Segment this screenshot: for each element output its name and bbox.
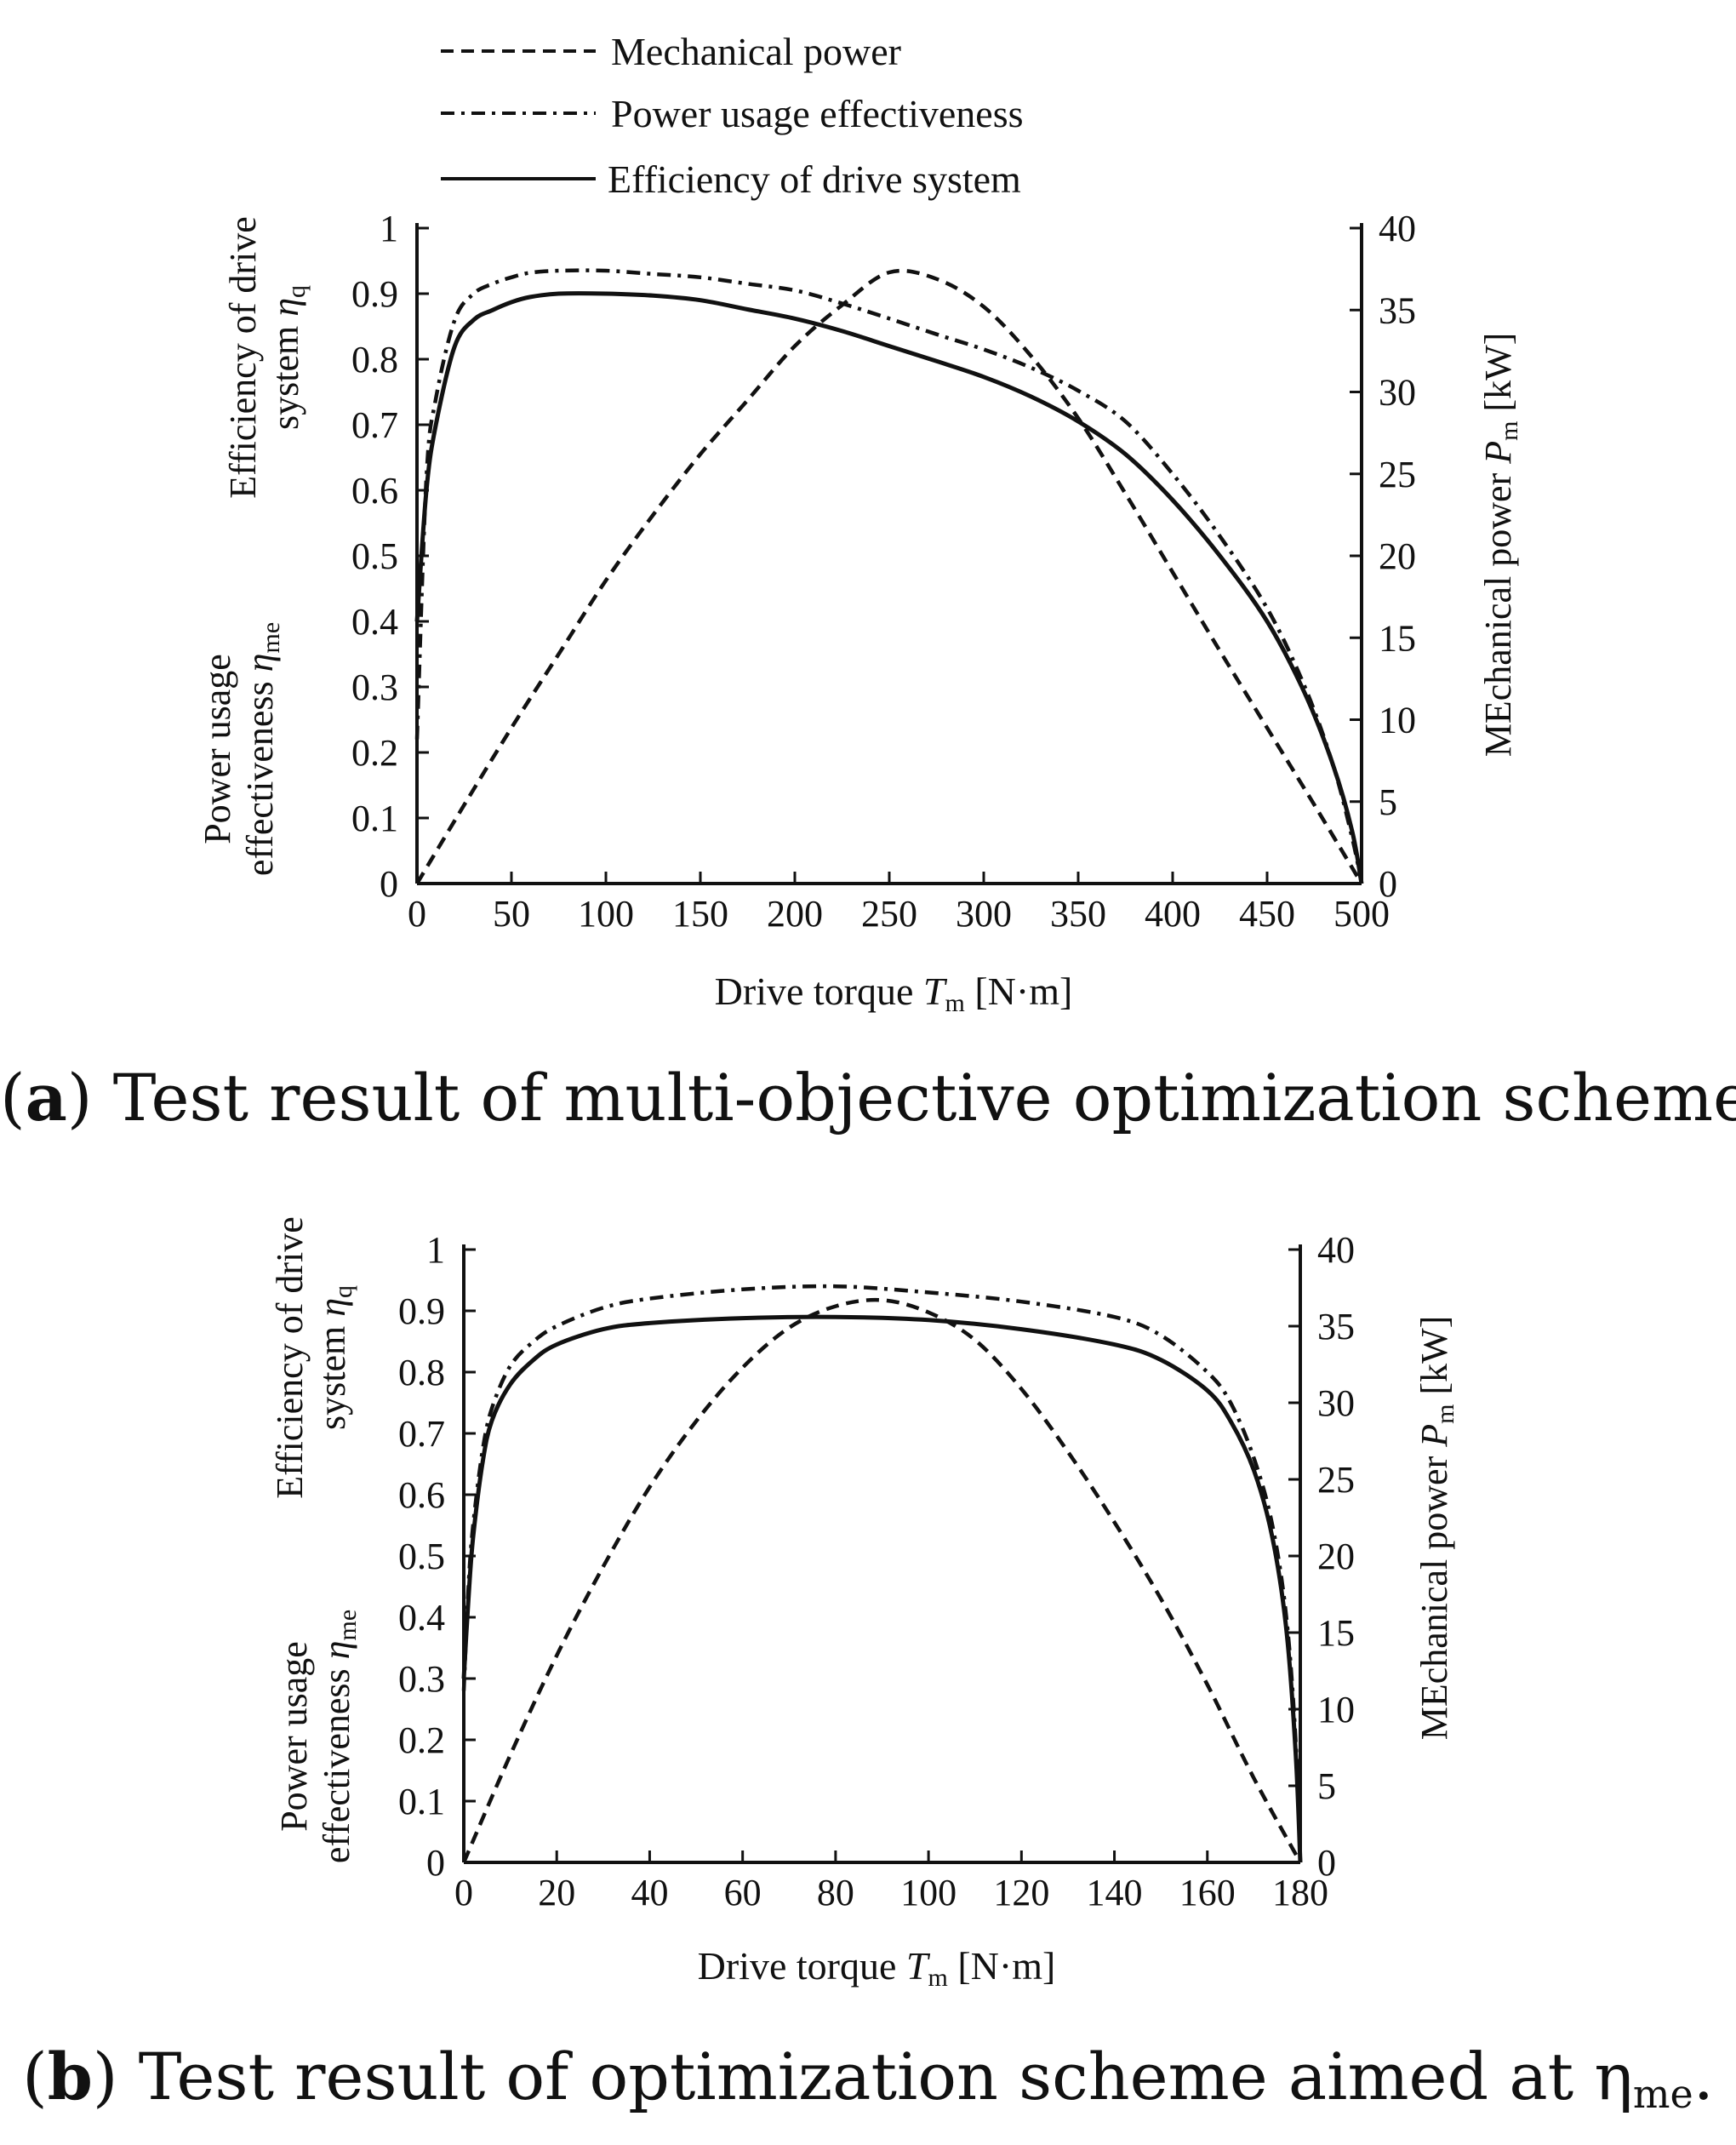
series-mechanical-power-line: [461, 1297, 1302, 1864]
y-left-tick-label: 0.9: [351, 273, 398, 315]
y-left-tick-label: 0.2: [351, 732, 398, 774]
x-tick-label: 0: [454, 1872, 473, 1913]
y-left-tick-label: 0.7: [398, 1413, 445, 1455]
chart-a-y-left-title-pue: Power usageeffectiveness ηme: [197, 622, 285, 876]
series-efficiency-of-drive-system-line: [461, 1314, 1303, 1863]
y-right-tick-label: 5: [1379, 781, 1397, 823]
legend: Mechanical power Power usage effectivene…: [441, 30, 1024, 201]
x-tick-label: 200: [767, 893, 823, 935]
chart-b-y-left-title-pue: Power usageeffectiveness ηme: [273, 1610, 362, 1863]
y-left-tick-label: 0.9: [398, 1290, 445, 1332]
series-power-usage-effectiveness-line: [414, 268, 1364, 884]
x-tick-label: 120: [993, 1872, 1049, 1913]
caption-b: (b) Test result of optimization scheme a…: [22, 2039, 1714, 2117]
x-tick-label: 300: [956, 893, 1012, 935]
x-tick-label: 150: [672, 893, 728, 935]
x-tick-label: 100: [900, 1872, 957, 1913]
series-power-usage-effectiveness-line: [461, 1284, 1303, 1863]
chart-b-series: [461, 1284, 1303, 1864]
x-tick-label: 160: [1179, 1872, 1236, 1913]
chart-a-series: [414, 268, 1364, 885]
y-right-tick-label: 30: [1317, 1382, 1355, 1424]
x-tick-label: 100: [578, 893, 634, 935]
y-right-tick-label: 20: [1317, 1536, 1355, 1577]
x-tick-label: 0: [408, 893, 426, 935]
chart-a-y-right-title: MEchanical power Pm [kW]: [1477, 333, 1523, 758]
chart-a-y-left-title-eff: Efficiency of drivesystem ηq: [222, 216, 311, 498]
x-tick-label: 50: [493, 893, 530, 935]
series-mechanical-power-line: [415, 268, 1363, 885]
y-left-tick-label: 0.3: [351, 666, 398, 708]
y-right-tick-label: 25: [1317, 1459, 1355, 1501]
y-left-tick-label: 0.5: [398, 1536, 445, 1577]
y-right-tick-label: 15: [1379, 617, 1416, 659]
y-left-tick-label: 0.4: [398, 1597, 445, 1639]
y-left-tick-label: 1: [426, 1229, 445, 1271]
legend-label-mechanical-power: Mechanical power: [611, 30, 901, 73]
chart-b-y-left-title-eff: Efficiency of drivesystem ηq: [269, 1216, 357, 1498]
legend-label-power-usage-effectiveness: Power usage effectiveness: [611, 92, 1024, 135]
y-left-tick-label: 0.8: [351, 339, 398, 380]
x-tick-label: 40: [631, 1872, 668, 1913]
y-right-tick-label: 20: [1379, 535, 1416, 577]
x-tick-label: 400: [1145, 893, 1201, 935]
y-left-tick-label: 1: [380, 208, 398, 249]
chart-a-axes: [415, 223, 1363, 885]
series-efficiency-of-drive-system-line: [414, 291, 1364, 884]
x-tick-label: 140: [1087, 1872, 1143, 1913]
y-right-tick-label: 25: [1379, 454, 1416, 495]
y-right-tick-label: 10: [1317, 1689, 1355, 1730]
chart-a-x-axis-title: Drive torque Tm [N·m]: [715, 970, 1073, 1017]
x-tick-label: 60: [724, 1872, 762, 1913]
y-left-tick-label: 0.8: [398, 1352, 445, 1393]
y-right-tick-label: 10: [1379, 700, 1416, 741]
y-left-tick-label: 0: [380, 863, 398, 905]
x-tick-label: 450: [1239, 893, 1295, 935]
y-right-tick-label: 0: [1379, 863, 1397, 905]
y-right-tick-label: 5: [1317, 1765, 1336, 1807]
x-tick-label: 250: [861, 893, 917, 935]
chart-b-ticks: 0 20 40 60 80 100 120 140 160 18000.10.20.30.40.5…: [398, 1229, 1355, 1913]
y-right-tick-label: 0: [1317, 1842, 1336, 1884]
y-left-tick-label: 0.2: [398, 1719, 445, 1761]
y-right-tick-label: 40: [1379, 208, 1416, 249]
y-left-tick-label: 0.1: [398, 1781, 445, 1822]
y-left-tick-label: 0.6: [351, 470, 398, 512]
y-right-tick-label: 40: [1317, 1229, 1355, 1271]
caption-a: (a) Test result of multi-objective optim…: [0, 1060, 1736, 1135]
chart-b-x-axis-title: Drive torque Tm [N·m]: [698, 1944, 1056, 1992]
y-right-tick-label: 35: [1317, 1306, 1355, 1347]
y-left-tick-label: 0.6: [398, 1474, 445, 1516]
x-tick-label: 180: [1272, 1872, 1328, 1913]
chart-b-y-right-title: MEchanical power Pm [kW]: [1413, 1316, 1459, 1741]
x-tick-label: 350: [1050, 893, 1106, 935]
y-right-tick-label: 35: [1379, 289, 1416, 331]
chart-a-ticks: 0 50 100 150 200 250 300 350 400 450 50000.10.20.3…: [351, 208, 1416, 935]
y-left-tick-label: 0.3: [398, 1658, 445, 1700]
legend-label-efficiency-of-drive-system: Efficiency of drive system: [608, 157, 1021, 201]
y-left-tick-label: 0.5: [351, 535, 398, 577]
chart-b-axes: [462, 1244, 1302, 1864]
y-left-tick-label: 0.4: [351, 601, 398, 643]
x-tick-label: 20: [538, 1872, 575, 1913]
y-right-tick-label: 30: [1379, 372, 1416, 414]
y-left-tick-label: 0.1: [351, 798, 398, 839]
x-tick-label: 500: [1333, 893, 1390, 935]
chart-a: 0 50 100 150 200 250 300 350 400 450 50000.10.20.3…: [197, 208, 1523, 1017]
y-left-tick-label: 0: [426, 1842, 445, 1884]
chart-b: 0 20 40 60 80 100 120 140 160 18000.10.20.30.40.5…: [269, 1216, 1459, 1992]
x-tick-label: 80: [817, 1872, 854, 1913]
y-right-tick-label: 15: [1317, 1612, 1355, 1654]
y-left-tick-label: 0.7: [351, 404, 398, 446]
